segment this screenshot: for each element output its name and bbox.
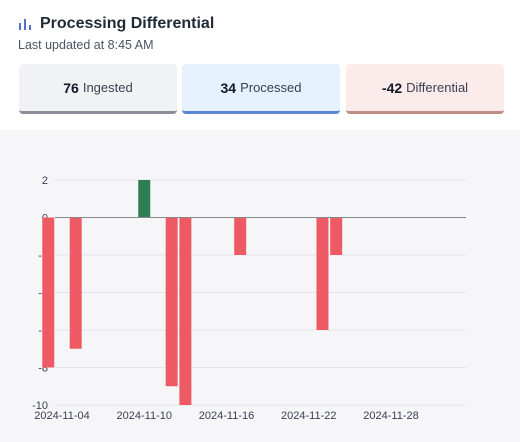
x-tick-label: 2024-11-28 [363,410,418,422]
x-tick-label: 2024-11-16 [199,410,254,422]
bar-chart-icon [19,19,31,30]
stat-ingested[interactable]: 76 Ingested [19,64,177,114]
bar [69,217,82,349]
stat-differential-value: -42 [381,79,403,96]
bar [138,180,151,218]
title-row: Processing Differential [18,12,214,36]
stat-ingested-value: 76 [63,79,79,96]
stat-processed-value: 34 [220,79,237,96]
bar [330,217,343,255]
stat-processed[interactable]: 34 Processed [182,64,340,114]
bar [165,217,178,387]
stat-processed-label: Processed [240,80,302,95]
differential-bar-chart: 20-2-4-6-8-102024-11-042024-11-102024-11… [32,175,466,422]
y-tick-label: -8 [38,363,48,375]
bar [234,217,247,255]
stat-differential[interactable]: -42 Differential [346,64,504,114]
page-title: Processing Differential [40,15,215,32]
bar [42,217,55,368]
y-tick-label: -10 [32,400,48,412]
stat-differential-label: Differential [406,80,469,95]
x-tick-label: 2024-11-04 [34,410,89,422]
bar [316,217,329,330]
y-tick-label: 2 [42,175,48,187]
stat-ingested-label: Ingested [82,80,133,95]
x-tick-label: 2024-11-10 [117,410,172,422]
last-updated-text: Last updated at 8:45 AM [18,38,154,52]
bar [179,217,192,405]
card-header: Processing Differential Last updated at … [0,0,520,130]
x-tick-label: 2024-11-22 [281,410,336,422]
